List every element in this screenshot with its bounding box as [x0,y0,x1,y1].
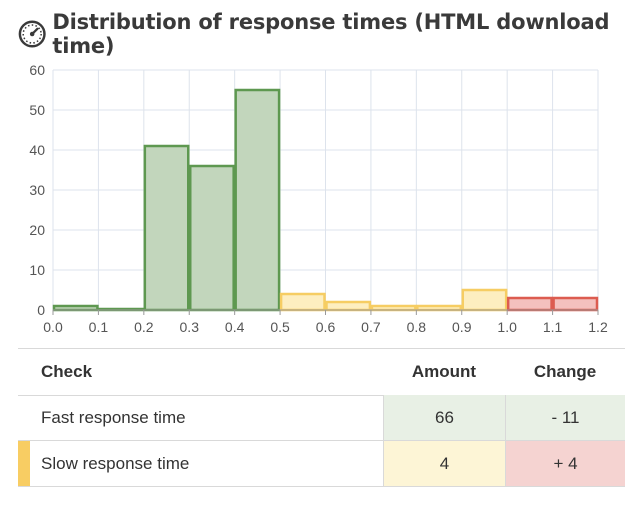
x-tick-label: 0.3 [180,319,200,335]
y-tick-label: 60 [29,62,45,78]
x-tick-label: 0.8 [407,319,427,335]
x-tick-label: 1.1 [543,319,563,335]
y-tick-label: 0 [37,302,45,318]
change-value: - 11 [505,395,625,440]
histogram-bar [552,296,599,312]
chart-bars [52,88,599,312]
histogram-bar [461,288,508,312]
x-tick-label: 0.2 [134,319,154,335]
x-tick-label: 0.1 [89,319,109,335]
check-name: Slow response time [41,453,190,473]
x-tick-label: 0.7 [361,319,381,335]
chart-grid [52,69,599,311]
histogram-bar [506,296,553,312]
y-tick-label: 10 [29,262,45,278]
x-tick-label: 0.0 [43,319,63,335]
check-name: Fast response time [41,407,186,427]
x-tick-label: 1.0 [497,319,517,335]
y-tick-label: 20 [29,222,45,238]
y-tick-label: 50 [29,102,45,118]
histogram-bar [143,144,190,312]
histogram-bar [279,292,326,312]
x-tick-label: 0.9 [452,319,472,335]
table-row: Fast response time 66 - 11 [18,395,625,441]
x-tick-label: 0.4 [225,319,245,335]
section-header: Distribution of response times (HTML dow… [18,10,644,58]
change-value: + 4 [505,441,625,486]
histogram-bar [234,88,281,312]
x-tick-label: 1.2 [588,319,608,335]
speedometer-icon [18,20,46,48]
table-row: Slow response time 4 + 4 [18,441,625,487]
y-tick-label: 40 [29,142,45,158]
x-tick-label: 0.5 [270,319,290,335]
status-stripe [18,441,30,486]
amount-value: 66 [383,395,505,440]
amount-value: 4 [383,441,505,486]
y-tick-label: 30 [29,182,45,198]
column-header-check: Check [41,362,93,381]
histogram-bar [325,300,372,312]
response-time-histogram: 0 10 20 30 40 50 60 0.0 0.1 0.2 0.3 0.4 0.5 0.6 0.7 0.8… [29,62,608,335]
histogram-bar [416,304,463,312]
histogram-bar [52,304,99,312]
chart-axes: 0 10 20 30 40 50 60 0.0 0.1 0.2 0.3 0.4 0.5 0.6 0.7 0.8… [29,62,608,335]
column-header-amount: Amount [411,362,477,381]
column-header-change: Change [533,362,597,381]
page-title: Distribution of response times (HTML dow… [52,10,610,58]
x-tick-label: 0.6 [316,319,336,335]
table-header-row: Check Amount Change [18,348,625,396]
histogram-bar [370,304,417,312]
histogram-bar [189,164,235,312]
